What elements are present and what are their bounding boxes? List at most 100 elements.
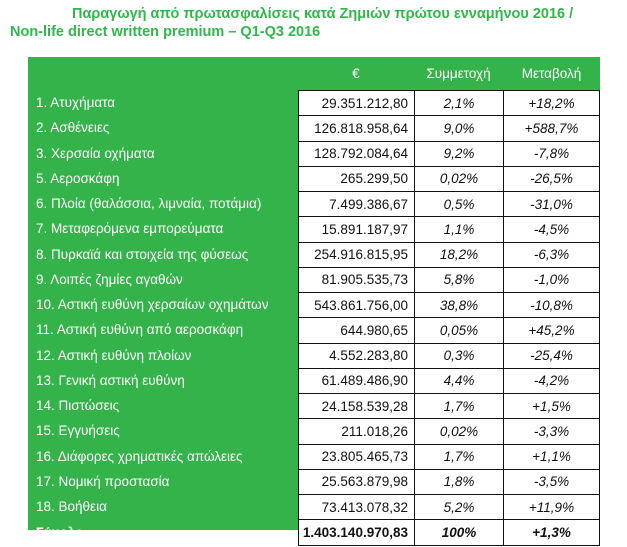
row-change: -6,3% [503, 241, 600, 267]
row-share: 5,8% [414, 266, 503, 292]
table-body: 1. Ατυχήματα 29.351.212,80 2,1% +18,2% 2. Ασ… [28, 90, 600, 546]
table-row: 9. Λοιπές ζημίες αγαθών 81.905.535,73 5,8%… [28, 266, 600, 292]
row-share: 1,7% [414, 443, 503, 469]
row-change: +18,2% [503, 90, 600, 116]
row-eur-value: 1.403.140.970,83 [298, 519, 414, 546]
row-name: 12. Αστική ευθύνη πλοίων [36, 347, 192, 363]
row-name: 7. Μεταφερόμενα εμπορεύματα [36, 221, 224, 237]
table-row: 16. Διάφορες χρηματικές απώλειες 23.805.4… [28, 443, 600, 469]
row-change: -31,0% [503, 191, 600, 217]
row-name: 1. Ατυχήματα [36, 95, 116, 111]
row-name: 17. Νομική προστασία [36, 473, 170, 489]
header-name [28, 57, 298, 90]
header-change: Μεταβολή [521, 66, 582, 81]
table-row: 15. Εγγυήσεις 211.018,26 0,02% -3,3% [28, 418, 600, 444]
row-change: +1,3% [503, 519, 600, 546]
row-name: 16. Διάφορες χρηματικές απώλειες [36, 448, 243, 464]
row-change: +45,2% [503, 317, 600, 343]
table-row: 2. Ασθένειες 126.818.958,64 9,0% +588,7% [28, 115, 600, 141]
table-row: 17. Νομική προστασία 25.563.879,98 1,8% -3,… [28, 468, 600, 494]
table-row: 6. Πλοία (θαλάσσια, λιμναία, ποτάμια) 7.4… [28, 191, 600, 217]
row-share: 9,2% [414, 140, 503, 166]
row-name: 13. Γενική αστική ευθύνη [36, 372, 185, 388]
premium-table-container: € Συμμετοχή Μεταβολή 1. Ατυχήματα 29.351.… [28, 57, 600, 546]
row-share: 2,1% [414, 90, 503, 116]
row-change: -10,8% [503, 292, 600, 318]
row-change: -3,5% [503, 468, 600, 494]
row-share: 4,4% [414, 367, 503, 393]
row-share: 18,2% [414, 241, 503, 267]
row-eur-value: 4.552.283,80 [298, 342, 414, 368]
table-row: 14. Πιστώσεις 24.158.539,28 1,7% +1,5% [28, 393, 600, 419]
row-eur-value: 61.489.486,90 [298, 367, 414, 393]
header-share: Συμμετοχή [426, 66, 491, 81]
title-english: Non-life direct written premium – Q1-Q3 … [10, 24, 321, 40]
row-change: -25,4% [503, 342, 600, 368]
row-change: +11,9% [503, 494, 600, 520]
row-share: 100% [414, 519, 503, 546]
row-eur-value: 15.891.187,97 [298, 216, 414, 242]
row-eur-value: 29.351.212,80 [298, 90, 414, 116]
row-eur-value: 128.792.084,64 [298, 140, 414, 166]
table-row: 5. Αεροσκάφη 265.299,50 0,02% -26,5% [28, 165, 600, 191]
premium-table: € Συμμετοχή Μεταβολή 1. Ατυχήματα 29.351.… [28, 57, 600, 546]
row-eur-value: 73.413.078,32 [298, 494, 414, 520]
table-row: 11. Αστική ευθύνη από αεροσκάφη 644.980,6… [28, 317, 600, 343]
row-name: 11. Αστική ευθύνη από αεροσκάφη [36, 322, 244, 338]
row-change: -26,5% [503, 165, 600, 191]
row-eur-value: 25.563.879,98 [298, 468, 414, 494]
row-eur-value: 644.980,65 [298, 317, 414, 343]
row-eur-value: 254.916.815,95 [298, 241, 414, 267]
row-name: 10. Αστική ευθύνη χερσαίων οχημάτων [36, 297, 269, 313]
table-row: 10. Αστική ευθύνη χερσαίων οχημάτων 543.8… [28, 292, 600, 318]
row-eur-value: 24.158.539,28 [298, 393, 414, 419]
row-change: +1,1% [503, 443, 600, 469]
table-row: 7. Μεταφερόμενα εμπορεύματα 15.891.187,97… [28, 216, 600, 242]
row-eur-value: 126.818.958,64 [298, 115, 414, 141]
row-name: 3. Χερσαία οχήματα [36, 145, 155, 161]
table-row: 18. Βοήθεια 73.413.078,32 5,2% +11,9% [28, 494, 600, 520]
table-row: 8. Πυρκαϊά και στοιχεία της φύσεως 254.91… [28, 241, 600, 267]
table-row: 1. Ατυχήματα 29.351.212,80 2,1% +18,2% [28, 90, 600, 116]
row-name: 8. Πυρκαϊά και στοιχεία της φύσεως [36, 246, 249, 262]
row-share: 1,8% [414, 468, 503, 494]
row-name: 18. Βοήθεια [36, 499, 107, 515]
row-eur-value: 23.805.465,73 [298, 443, 414, 469]
header-row: € Συμμετοχή Μεταβολή [28, 57, 600, 90]
row-name: 14. Πιστώσεις [36, 398, 120, 414]
row-name: 9. Λοιπές ζημίες αγαθών [36, 271, 183, 287]
row-eur-value: 211.018,26 [298, 418, 414, 444]
row-change: -1,0% [503, 266, 600, 292]
row-name: Σύνολο [36, 524, 84, 540]
row-share: 38,8% [414, 292, 503, 318]
row-name: 5. Αεροσκάφη [36, 170, 120, 186]
row-share: 1,7% [414, 393, 503, 419]
row-share: 9,0% [414, 115, 503, 141]
row-share: 0,02% [414, 418, 503, 444]
row-eur-value: 543.861.756,00 [298, 292, 414, 318]
row-eur-value: 81.905.535,73 [298, 266, 414, 292]
total-row: Σύνολο 1.403.140.970,83 100% +1,3% [28, 519, 600, 546]
row-change: -7,8% [503, 140, 600, 166]
table-row: 13. Γενική αστική ευθύνη 61.489.486,90 4,4… [28, 367, 600, 393]
row-share: 0,3% [414, 342, 503, 368]
row-change: -4,5% [503, 216, 600, 242]
title-greek: Παραγωγή από πρωτασφαλίσεις κατά Ζημιών … [72, 6, 574, 22]
row-share: 0,05% [414, 317, 503, 343]
row-name: 2. Ασθένειες [36, 120, 110, 136]
row-change: -3,3% [503, 418, 600, 444]
row-eur-value: 265.299,50 [298, 165, 414, 191]
header-eur: € [352, 66, 360, 81]
row-share: 0,5% [414, 191, 503, 217]
table-row: 12. Αστική ευθύνη πλοίων 4.552.283,80 0,3%… [28, 342, 600, 368]
row-change: +588,7% [503, 115, 600, 141]
row-share: 5,2% [414, 494, 503, 520]
row-change: -4,2% [503, 367, 600, 393]
row-name: 15. Εγγυήσεις [36, 423, 120, 439]
row-eur-value: 7.499.386,67 [298, 191, 414, 217]
row-name: 6. Πλοία (θαλάσσια, λιμναία, ποτάμια) [36, 196, 262, 212]
row-change: +1,5% [503, 393, 600, 419]
table-row: 3. Χερσαία οχήματα 128.792.084,64 9,2% -7,8… [28, 140, 600, 166]
row-share: 0,02% [414, 165, 503, 191]
row-share: 1,1% [414, 216, 503, 242]
